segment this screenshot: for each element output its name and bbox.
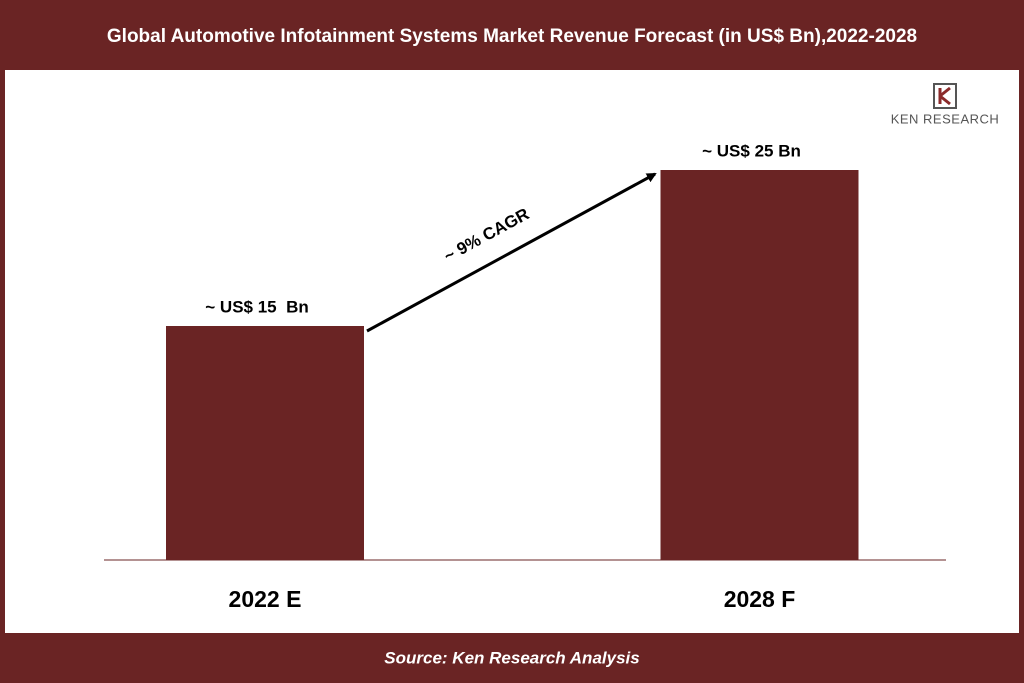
value-label: ~ US$ 15 Bn bbox=[205, 297, 308, 316]
cagr-arrow bbox=[366, 172, 657, 333]
plot-background bbox=[5, 70, 1019, 633]
logo-mark bbox=[938, 86, 951, 106]
logo-icon bbox=[933, 83, 957, 109]
x-tick-label: 2022 E bbox=[229, 586, 302, 612]
x-tick-label: 2028 F bbox=[724, 586, 796, 612]
chart-title: Global Automotive Infotainment Systems M… bbox=[107, 26, 917, 47]
source-note: Source: Ken Research Analysis bbox=[384, 648, 639, 667]
logo: KEN RESEARCH bbox=[891, 83, 1000, 126]
logo-text: KEN RESEARCH bbox=[891, 111, 1000, 126]
bar bbox=[660, 170, 859, 560]
bar bbox=[166, 326, 364, 560]
value-label: ~ US$ 25 Bn bbox=[702, 141, 801, 160]
